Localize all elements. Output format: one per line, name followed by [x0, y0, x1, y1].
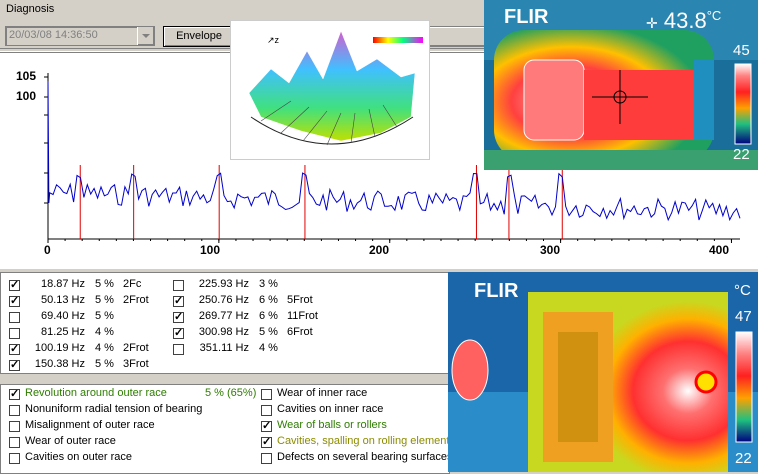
peak-frequency: 225.93 Hz [198, 278, 249, 290]
peak-checkbox[interactable] [173, 326, 184, 339]
fault-checkbox[interactable] [261, 453, 272, 464]
peak-percent: 5 % [95, 278, 114, 290]
temp-scale-bottom [735, 331, 753, 443]
x-tick-400: 400 [709, 243, 730, 257]
fault-label: Revolution around outer race [25, 387, 167, 399]
secondary-button[interactable] [426, 26, 486, 47]
peak-frequency: 351.11 Hz [199, 342, 249, 354]
scale-min-top: 22 [733, 146, 750, 163]
fault-label: Defects on several bearing surfaces [277, 451, 453, 463]
x-tick-300: 300 [540, 243, 561, 257]
chevron-down-icon[interactable] [137, 27, 154, 45]
scale-max-bottom: 47 [735, 308, 752, 325]
peak-label: 2Fc [123, 278, 142, 290]
peak-percent: 4 % [95, 342, 114, 354]
fault-checkbox[interactable] [9, 437, 20, 448]
peak-checkbox[interactable] [9, 278, 20, 291]
thermal-image-top: FLIR ✛ 43.8°C 45 22 [484, 0, 758, 170]
faults-list: Revolution around outer race 5 % (65%)Non… [0, 384, 455, 474]
peak-label: 5Frot [287, 294, 313, 306]
peak-frequency: 50.13 Hz [40, 294, 85, 306]
spot-temperature: ✛ 43.8°C [646, 8, 722, 33]
y-label-105: 105 [16, 69, 37, 83]
peak-checkbox[interactable] [173, 294, 184, 307]
fault-label: Wear of outer race [25, 435, 116, 447]
fault-label: Wear of inner race [277, 387, 368, 399]
peak-checkbox[interactable] [9, 358, 20, 371]
peak-frequency: 18.87 Hz [40, 278, 85, 290]
waterfall-plot: ↗z [248, 30, 423, 146]
x-tick-100: 100 [200, 243, 221, 257]
fault-checkbox[interactable] [9, 405, 20, 416]
peak-checkbox[interactable] [173, 310, 184, 323]
peaks-list: 18.87 Hz 5 % 2Fc 50.13 Hz 5 % 2Frot 69.40 Hz 5 … [0, 272, 450, 374]
window-title: Diagnosis [6, 3, 55, 15]
fault-label: Cavities on inner race [277, 403, 384, 415]
peak-frequency: 250.76 Hz [198, 294, 249, 306]
x-tick-0: 0 [44, 243, 51, 257]
fault-label: Misalignment of outer race [25, 419, 155, 431]
color-scale [373, 37, 423, 43]
thermal-image-bottom: FLIR °C 47 22 [448, 272, 758, 472]
fault-checkbox[interactable] [261, 405, 272, 416]
fault-checkbox[interactable] [261, 419, 272, 432]
scale-max-top: 45 [733, 42, 750, 59]
peak-frequency: 81.25 Hz [40, 326, 85, 338]
peak-frequency: 100.19 Hz [34, 342, 85, 354]
peak-percent: 4 % [259, 342, 278, 354]
waterfall-surface [248, 30, 416, 142]
x-tick-200: 200 [369, 243, 390, 257]
peak-percent: 6 % [259, 310, 278, 322]
peak-percent: 5 % [95, 310, 114, 322]
fault-checkbox[interactable] [9, 421, 20, 432]
peak-checkbox[interactable] [9, 312, 20, 323]
date-value: 20/03/08 14:36:50 [9, 29, 98, 41]
fault-checkbox[interactable] [261, 435, 272, 448]
peak-percent: 5 % [259, 326, 278, 338]
peak-frequency: 300.98 Hz [198, 326, 249, 338]
axis-icon: ↗z [267, 35, 280, 45]
peak-checkbox[interactable] [9, 294, 20, 307]
date-select[interactable]: 20/03/08 14:36:50 [5, 26, 155, 46]
peak-label: 3Frot [123, 358, 149, 370]
fault-checkbox[interactable] [261, 389, 272, 400]
peak-checkbox[interactable] [173, 280, 184, 291]
fault-checkbox[interactable] [9, 453, 20, 464]
flir-logo-bottom: FLIR [474, 280, 519, 302]
peak-frequency: 150.38 Hz [34, 358, 85, 370]
peak-frequency: 69.40 Hz [40, 310, 85, 322]
peak-percent: 5 % [95, 358, 114, 370]
crosshair-icon: ✛ [646, 15, 658, 31]
fault-label: Cavities, spalling on rolling elements [277, 435, 455, 447]
fault-label: Cavities on outer race [25, 451, 132, 463]
peak-label: 2Frot [123, 342, 149, 354]
spectrum-chart [44, 73, 741, 243]
peak-checkbox[interactable] [173, 344, 184, 355]
temp-scale-top [734, 63, 752, 145]
unit-bottom: °C [734, 282, 751, 299]
peak-percent: 4 % [95, 326, 114, 338]
peak-label: 11Frot [287, 310, 318, 322]
fault-checkbox[interactable] [9, 387, 20, 400]
envelope-button[interactable]: Envelope [163, 26, 235, 47]
peak-percent: 3 % [259, 278, 278, 290]
waterfall-3d-inset: ↗z [230, 20, 430, 160]
peak-frequency: 269.77 Hz [198, 310, 249, 322]
fault-label: Nonuniform radial tension of bearing [25, 403, 203, 415]
peak-label: 6Frot [287, 326, 313, 338]
flir-logo-top: FLIR [504, 6, 549, 28]
peak-checkbox[interactable] [9, 328, 20, 339]
y-label-100: 100 [16, 89, 37, 103]
peak-percent: 5 % [95, 294, 114, 306]
peak-checkbox[interactable] [9, 342, 20, 355]
peak-label: 2Frot [123, 294, 149, 306]
spectrum-series [47, 80, 741, 222]
peak-percent: 6 % [259, 294, 278, 306]
scale-min-bottom: 22 [735, 450, 752, 467]
fault-label: Wear of balls or rollers [277, 419, 387, 431]
fault-score: 5 % (65%) [205, 387, 257, 399]
